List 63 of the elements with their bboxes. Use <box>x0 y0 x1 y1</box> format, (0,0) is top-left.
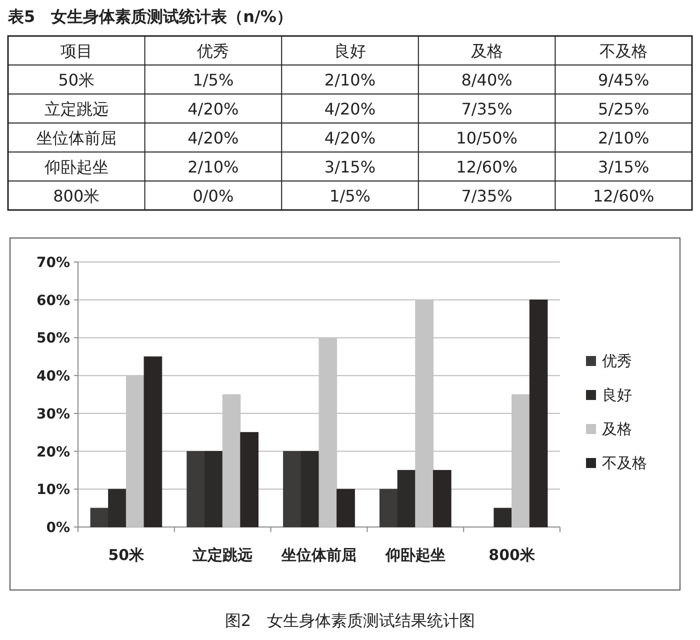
text: 4/20% <box>188 100 239 118</box>
text: 图2 女生身体素质测试结果统计图 <box>224 611 476 630</box>
text: 坐位体前屈 <box>36 128 116 148</box>
bar <box>144 356 162 528</box>
y-tick-label: 40% <box>36 368 70 385</box>
bar <box>300 451 320 528</box>
bar <box>529 300 548 528</box>
text: 4/20% <box>324 128 376 148</box>
text: 立定跳远 <box>44 100 108 118</box>
text: 及格 <box>470 42 503 60</box>
y-tick-label: 50% <box>36 330 70 347</box>
legend-label: 优秀 <box>602 352 632 370</box>
y-tick-label: 0% <box>46 520 70 536</box>
text: 2/10% <box>324 70 376 90</box>
text: 0/0% <box>192 186 234 206</box>
text: 1/5% <box>192 70 234 90</box>
x-tick-label: 立定跳远 <box>192 546 254 564</box>
text: 7/35% <box>461 186 512 206</box>
x-tick-label: 800米 <box>488 546 536 564</box>
y-tick-label: 30% <box>36 406 70 422</box>
bar <box>108 488 126 528</box>
legend-label: 及格 <box>602 420 632 438</box>
text: 良好 <box>334 42 366 60</box>
bar <box>494 508 512 528</box>
text: 不及格 <box>600 42 648 60</box>
text: 表5 女生身体素质测试统计表（n/%） <box>7 7 292 26</box>
text: 3/15% <box>598 158 650 176</box>
bar <box>204 451 223 528</box>
text: 800米 <box>53 186 100 206</box>
text: 5/25% <box>598 100 650 118</box>
bar <box>283 451 302 528</box>
y-tick-label: 70% <box>36 255 70 271</box>
y-tick-label: 20% <box>36 444 70 460</box>
bar <box>90 508 109 528</box>
text: 7/35% <box>461 100 512 118</box>
x-tick-label: 50米 <box>108 546 146 564</box>
text: 9/45% <box>598 70 650 90</box>
text: 2/10% <box>598 128 650 148</box>
bar <box>240 432 259 528</box>
text: 优秀 <box>197 42 230 60</box>
legend-label: 良好 <box>602 386 632 404</box>
y-tick-label: 60% <box>36 292 70 309</box>
text: 12/60% <box>456 158 518 176</box>
text: 仰卧起坐 <box>44 158 108 176</box>
text: 3/15% <box>324 158 376 176</box>
y-tick-label: 10% <box>36 482 70 498</box>
x-tick-label: 坐位体前屈 <box>280 546 356 564</box>
text: 项目 <box>60 42 92 60</box>
text: 50米 <box>58 70 95 90</box>
bar <box>379 488 398 528</box>
text: 2/10% <box>188 158 239 176</box>
text: 12/60% <box>592 186 654 206</box>
bar <box>336 488 355 528</box>
bar <box>432 470 452 528</box>
bar <box>397 470 416 528</box>
x-tick-label: 仰卧起坐 <box>384 546 446 564</box>
text: 4/20% <box>324 100 376 118</box>
legend-label: 不及格 <box>602 454 647 472</box>
text: 4/20% <box>188 128 239 148</box>
text: 1/5% <box>330 186 370 206</box>
bar <box>186 451 206 528</box>
text: 10/50% <box>456 128 518 148</box>
text: 8/40% <box>461 70 512 90</box>
